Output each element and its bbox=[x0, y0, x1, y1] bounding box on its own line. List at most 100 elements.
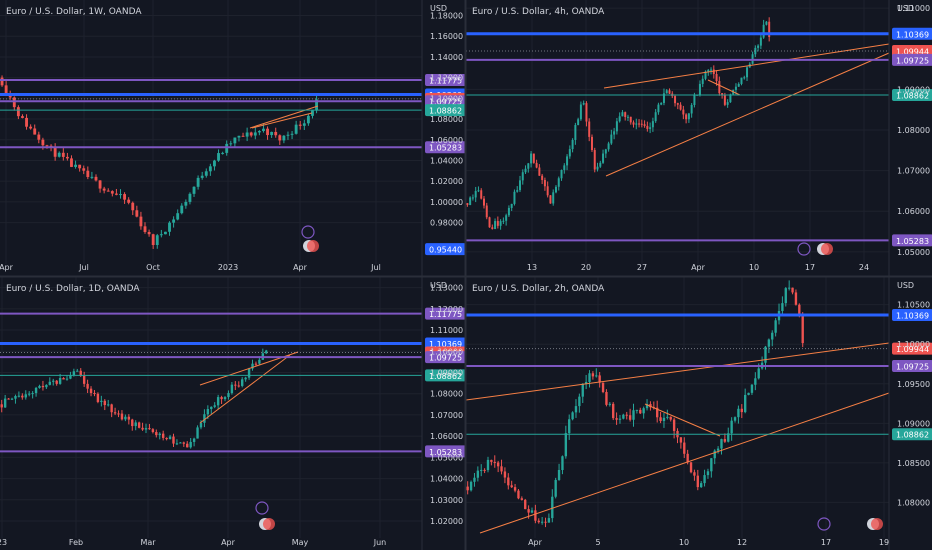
candle bbox=[639, 409, 642, 414]
candle bbox=[494, 221, 497, 229]
candle bbox=[757, 368, 760, 379]
candle bbox=[41, 139, 45, 146]
price-label-text: 1.08862 bbox=[896, 91, 929, 100]
lightning-icon[interactable] bbox=[301, 225, 315, 239]
candle bbox=[151, 234, 155, 245]
y-tick-label: 1.03000 bbox=[430, 496, 463, 505]
candle bbox=[759, 37, 762, 46]
lightning-icon[interactable] bbox=[797, 242, 811, 256]
candle bbox=[649, 404, 652, 408]
candle bbox=[740, 77, 743, 84]
candle bbox=[98, 180, 102, 189]
candle bbox=[566, 156, 569, 166]
candle bbox=[89, 388, 93, 394]
candle bbox=[21, 395, 24, 398]
candle bbox=[781, 303, 784, 312]
candle bbox=[137, 422, 141, 428]
y-tick-label: 1.10000 bbox=[897, 340, 930, 349]
candle bbox=[155, 235, 159, 245]
candle bbox=[134, 422, 137, 427]
candle bbox=[710, 69, 713, 71]
chart-title: Euro / U.S. Dollar, 1D, OANDA bbox=[6, 284, 140, 294]
candle bbox=[155, 432, 158, 436]
candle bbox=[551, 496, 554, 519]
candle bbox=[716, 448, 720, 451]
candle bbox=[139, 216, 143, 227]
candle bbox=[123, 194, 127, 200]
candle bbox=[588, 121, 591, 137]
candle bbox=[61, 152, 65, 157]
candle bbox=[662, 417, 666, 422]
price-label-text: 1.05283 bbox=[429, 448, 462, 457]
candle bbox=[103, 400, 106, 406]
lightning-icon[interactable] bbox=[817, 517, 831, 531]
price-label-text: 1.11775 bbox=[429, 76, 462, 85]
candle bbox=[613, 131, 616, 135]
candle bbox=[216, 397, 220, 406]
candle bbox=[203, 414, 206, 423]
candle bbox=[180, 205, 184, 214]
candle bbox=[686, 453, 689, 463]
candle bbox=[602, 153, 605, 163]
eu-flag-icon[interactable] bbox=[307, 240, 319, 252]
candle bbox=[52, 380, 55, 382]
candle bbox=[513, 191, 516, 204]
candle bbox=[734, 86, 737, 90]
eu-flag-icon[interactable] bbox=[263, 518, 275, 530]
candle bbox=[564, 433, 568, 457]
candle bbox=[53, 146, 57, 157]
candle bbox=[65, 156, 69, 159]
candle bbox=[127, 416, 131, 420]
eu-flag-icon[interactable] bbox=[821, 243, 833, 255]
candle bbox=[86, 170, 90, 177]
candle bbox=[649, 127, 652, 129]
candle bbox=[563, 165, 566, 170]
candle bbox=[683, 442, 686, 454]
candle bbox=[213, 160, 216, 167]
candle bbox=[578, 396, 581, 407]
candle bbox=[270, 131, 274, 136]
candle bbox=[24, 394, 27, 398]
candle bbox=[590, 136, 593, 151]
candle bbox=[78, 164, 82, 169]
price-label bbox=[425, 104, 466, 117]
panel-1: 1.117751.103691.099441.097251.088621.052… bbox=[0, 0, 466, 276]
y-tick-label: 1.11000 bbox=[430, 326, 463, 335]
lightning-icon[interactable] bbox=[255, 501, 269, 515]
y-tick-label: 1.16000 bbox=[430, 32, 463, 41]
candle bbox=[690, 104, 693, 114]
price-label bbox=[425, 369, 466, 382]
candle bbox=[546, 186, 549, 196]
price-label bbox=[892, 88, 932, 101]
candle bbox=[7, 398, 10, 400]
candle bbox=[754, 378, 757, 385]
y-tick-label: 1.09500 bbox=[897, 380, 930, 389]
y-axis-title: USD bbox=[430, 281, 447, 290]
price-label bbox=[892, 342, 932, 355]
price-label-text: 1.08862 bbox=[896, 431, 929, 440]
candle bbox=[656, 407, 659, 418]
candle bbox=[48, 381, 52, 385]
x-tick-label: Feb bbox=[69, 538, 83, 547]
candle bbox=[599, 162, 602, 167]
candle bbox=[682, 109, 685, 115]
candle bbox=[186, 443, 189, 448]
candle bbox=[127, 199, 131, 203]
x-tick-label: 10 bbox=[749, 263, 759, 272]
x-tick-label: Oct bbox=[146, 263, 160, 272]
candle bbox=[65, 378, 69, 380]
eu-flag-icon[interactable] bbox=[871, 518, 883, 530]
candle bbox=[621, 112, 624, 117]
trend-line bbox=[479, 392, 890, 534]
candle bbox=[591, 373, 595, 377]
candle bbox=[794, 292, 798, 305]
candle bbox=[45, 145, 49, 147]
candle bbox=[25, 117, 28, 127]
price-label bbox=[892, 428, 932, 441]
y-tick-label: 0.98000 bbox=[430, 219, 463, 228]
candle bbox=[740, 408, 743, 413]
candle bbox=[237, 135, 241, 138]
candle bbox=[76, 370, 79, 372]
candle bbox=[27, 393, 31, 395]
